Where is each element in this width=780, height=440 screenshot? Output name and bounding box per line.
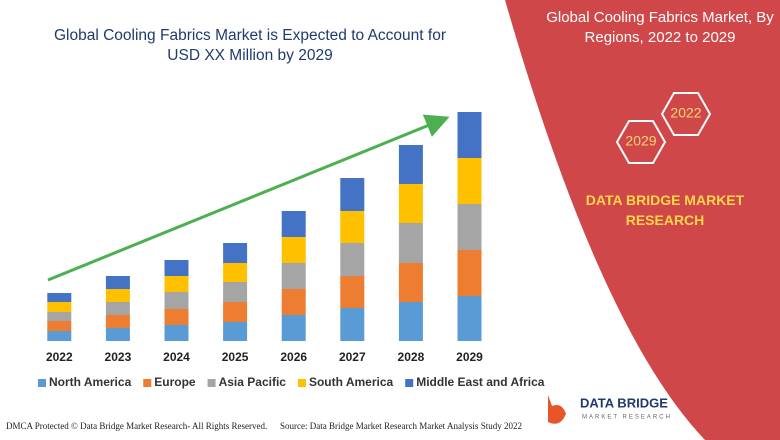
bar-segment — [398, 223, 423, 263]
x-tick-label: 2022 — [46, 350, 73, 364]
bar-segment — [398, 302, 423, 341]
bar-segment — [457, 250, 482, 296]
bar-segment — [223, 243, 248, 263]
x-tick-label: 2024 — [163, 350, 190, 364]
footer-left: DMCA Protected © Data Bridge Market Rese… — [6, 421, 268, 431]
bar-segment — [47, 312, 72, 321]
bar-segment — [223, 302, 248, 322]
bar-segment — [340, 308, 365, 341]
bar-segment — [105, 302, 130, 315]
panel-title: Global Cooling Fabrics Market, By Region… — [546, 9, 774, 46]
legend-label: North America — [49, 375, 132, 389]
bar-segment — [47, 302, 72, 312]
legend-label: South America — [309, 375, 394, 389]
hexagon — [660, 92, 712, 136]
legend-swatch — [143, 379, 152, 387]
bar-segment — [223, 263, 248, 282]
bar-segment — [398, 145, 423, 184]
bar-segment — [164, 292, 189, 309]
bar-segment — [105, 328, 130, 341]
logo-text: DATA BRIDGE — [580, 395, 668, 410]
bar-segment — [164, 309, 189, 325]
bar-segment — [105, 315, 130, 328]
bar-segment — [223, 322, 248, 341]
hexagon-label: 2029 — [625, 133, 656, 149]
bar-segment — [223, 282, 248, 302]
bar-segment — [457, 158, 482, 204]
bar-segment — [164, 325, 189, 341]
legend-swatch — [405, 379, 414, 387]
x-tick-label: 2027 — [339, 350, 366, 364]
bar-segment — [105, 289, 130, 302]
legend-label: Middle East and Africa — [416, 375, 545, 389]
bar-segment — [340, 243, 365, 276]
logo-subtext: MARKET RESEARCH — [582, 415, 672, 421]
legend-label: Asia Pacific — [219, 375, 287, 389]
bar-segment — [457, 112, 482, 158]
bar-segment — [398, 184, 423, 223]
bar-segment — [47, 321, 72, 331]
bar-segment — [281, 289, 306, 315]
bar-segment — [164, 276, 189, 292]
trend-arrow — [47, 114, 450, 282]
bar-segment — [281, 211, 306, 237]
bar-segment — [281, 237, 306, 263]
hexagon — [615, 120, 667, 164]
bar-segment — [457, 296, 482, 341]
bar-segment — [281, 263, 306, 289]
chart-title: Global Cooling Fabrics Market is Expecte… — [54, 27, 446, 64]
hexagon-label: 2022 — [670, 105, 701, 121]
bar-segment — [105, 276, 130, 289]
legend-swatch — [38, 379, 46, 387]
bar-segment — [164, 260, 189, 276]
x-tick-label: 2026 — [280, 350, 307, 364]
x-tick-label: 2023 — [105, 350, 132, 364]
brand: DATA BRIDGE MARKET RESEARCH — [585, 192, 745, 228]
x-tick-label: 2029 — [456, 350, 483, 364]
bar-segment — [47, 331, 72, 341]
bar-segment — [47, 293, 72, 302]
red-panel — [505, 0, 780, 440]
bar-segment — [457, 204, 482, 250]
bar-segment — [340, 178, 365, 211]
legend-swatch — [207, 379, 216, 387]
bar-segment — [340, 276, 365, 308]
footer-right: Source: Data Bridge Market Research Mark… — [280, 421, 522, 431]
bar-segment — [340, 211, 365, 243]
logo-icon — [548, 395, 566, 424]
bar-segment — [281, 315, 306, 341]
x-tick-label: 2028 — [398, 350, 425, 364]
legend-label: Europe — [154, 375, 196, 389]
logo: DATA BRIDGE MARKET RESEARCH — [548, 395, 672, 424]
bar-segment — [398, 263, 423, 302]
x-tick-label: 2025 — [222, 350, 249, 364]
legend-swatch — [297, 379, 306, 387]
